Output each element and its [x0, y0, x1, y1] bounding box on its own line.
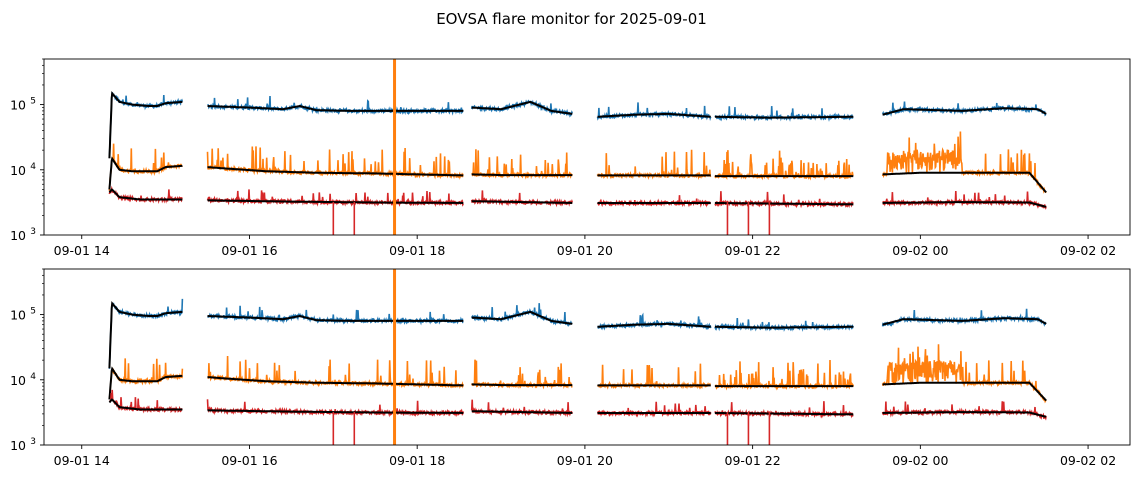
- series-low-smoothed-segment-5: [882, 411, 1047, 418]
- y-tick-exponent: 5: [30, 307, 36, 317]
- x-tick-label: 09-01 20: [557, 453, 613, 468]
- series-high-smoothed-segment-0: [108, 90, 183, 159]
- series-mid-smoothed-segment-5: [882, 381, 1047, 402]
- x-tick-label: 09-01 16: [221, 453, 277, 468]
- series-low-smoothed-segment-1: [207, 199, 464, 204]
- series-high-smoothed-segment-2: [471, 310, 573, 325]
- y-tick-exponent: 3: [30, 227, 36, 237]
- plot-area: [108, 59, 1047, 235]
- series-low-smoothed-segment-4: [714, 412, 854, 416]
- series-high-smoothed-segment-4: [714, 325, 854, 329]
- series-mid-raw-segment-4: [714, 359, 855, 391]
- series-high-smoothed-segment-0: [108, 300, 183, 369]
- series-high-smoothed-segment-3: [597, 112, 711, 118]
- x-tick-label: 09-01 14: [54, 453, 110, 468]
- series-high-smoothed-segment-1: [207, 314, 464, 322]
- series-mid-raw-segment-3: [596, 149, 712, 181]
- series-mid-raw-segment-3: [596, 363, 711, 390]
- series-low-smoothed-segment-4: [714, 202, 854, 206]
- y-tick-label: 10: [10, 163, 26, 178]
- series-mid-raw-segment-5: [881, 131, 1047, 194]
- x-tick-label: 09-01 18: [389, 243, 445, 258]
- series-mid-raw-segment-2: [470, 359, 573, 390]
- x-tick-label: 09-01 16: [221, 243, 277, 258]
- y-tick-label: 10: [10, 98, 26, 113]
- x-tick-label: 09-01 18: [389, 453, 445, 468]
- series-low-smoothed-segment-2: [471, 200, 573, 204]
- y-tick-exponent: 3: [30, 437, 36, 447]
- x-tick-label: 09-02 02: [1060, 243, 1116, 258]
- figure-title: EOVSA flare monitor for 2025-09-01: [436, 10, 707, 28]
- y-tick-label: 10: [10, 228, 26, 243]
- x-tick-label: 09-02 02: [1060, 453, 1116, 468]
- series-mid-smoothed-segment-0: [108, 366, 183, 400]
- series-high-raw-segment-0: [108, 298, 184, 369]
- series-high-smoothed-segment-4: [714, 115, 854, 119]
- series-mid-smoothed-segment-2: [471, 383, 573, 387]
- series-low-smoothed-segment-5: [882, 201, 1047, 208]
- y-tick-label: 10: [10, 438, 26, 453]
- y-tick-label: 10: [10, 308, 26, 323]
- series-mid-smoothed-segment-5: [882, 171, 1047, 194]
- series-mid-smoothed-segment-1: [207, 376, 464, 387]
- series-high-smoothed-segment-3: [597, 322, 711, 328]
- series-low-raw-segment-5: [881, 401, 1047, 421]
- series-high-smoothed-segment-2: [471, 100, 573, 115]
- bottom-panel: 10 3 10 4 10 5 09-01 14 09-01 16 09-01 18 09-01 2…: [10, 268, 1131, 468]
- plot-area: [108, 269, 1047, 445]
- x-tick-label: 09-01 14: [54, 243, 110, 258]
- series-low-smoothed-segment-0: [108, 398, 183, 411]
- series-mid-raw-segment-2: [471, 149, 573, 180]
- series-mid-smoothed-segment-0: [108, 156, 183, 190]
- series-mid-raw-segment-0: [108, 358, 184, 399]
- y-tick-exponent: 4: [30, 372, 36, 382]
- x-tick-label: 09-01 20: [557, 243, 613, 258]
- series-low-smoothed-segment-1: [207, 409, 464, 414]
- series-mid-raw-segment-4: [714, 150, 854, 181]
- top-panel: 10 3 10 4 10 5 09-01 14 09-01 16 09-01 18 09-01 2…: [10, 58, 1131, 258]
- series-low-raw-segment-5: [882, 190, 1047, 210]
- x-tick-label: 09-01 22: [725, 453, 781, 468]
- y-tick-label: 10: [10, 373, 26, 388]
- series-mid-smoothed-segment-2: [471, 173, 573, 177]
- y-tick-exponent: 4: [30, 162, 36, 172]
- axes-frame: [43, 268, 1131, 446]
- axes-frame: [43, 58, 1131, 236]
- series-mid-smoothed-segment-1: [207, 166, 464, 177]
- x-tick-label: 09-02 00: [892, 453, 948, 468]
- series-high-raw-segment-5: [881, 308, 1047, 328]
- series-low-smoothed-segment-0: [108, 188, 183, 201]
- series-low-smoothed-segment-2: [471, 410, 573, 414]
- x-tick-label: 09-01 22: [725, 243, 781, 258]
- x-tick-label: 09-02 00: [892, 243, 948, 258]
- y-tick-exponent: 5: [30, 97, 36, 107]
- series-high-smoothed-segment-5: [882, 107, 1047, 116]
- series-high-smoothed-segment-1: [207, 104, 464, 112]
- series-high-smoothed-segment-5: [882, 317, 1047, 326]
- series-mid-raw-segment-5: [881, 344, 1047, 404]
